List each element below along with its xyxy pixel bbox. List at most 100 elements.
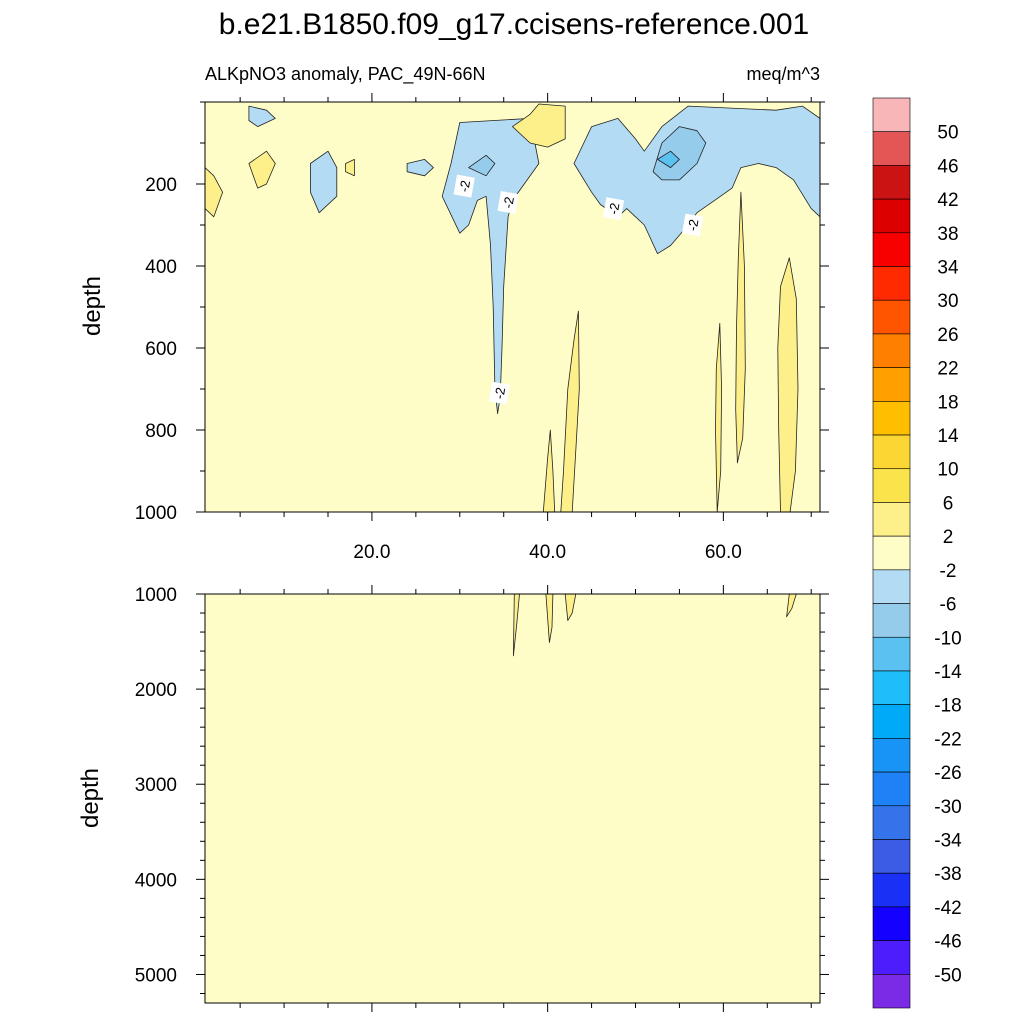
contour-label-box: [682, 213, 704, 237]
colorbar-label: -34: [934, 830, 962, 851]
colorbar-swatch: [872, 367, 911, 402]
colorbar-label: 46: [937, 156, 958, 177]
y-tick-label: 2000: [135, 680, 177, 701]
contour-region: [205, 167, 224, 218]
colorbar-swatch: [872, 738, 911, 773]
colorbar-label: 14: [937, 426, 959, 447]
top-panel-subtitle: ALKpNO3 anomaly, PAC_49N-66N: [205, 64, 485, 85]
x-tick-label: 40.0: [529, 542, 566, 563]
colorbar-swatch: [872, 670, 911, 705]
colorbar-swatch: [872, 906, 911, 941]
contour-region: [513, 594, 520, 657]
colorbar-label: 50: [937, 123, 958, 144]
top-panel-y-axis-label: depth: [79, 276, 106, 336]
top-panel-units: meq/m^3: [747, 64, 820, 84]
colorbar-label: -14: [934, 662, 962, 683]
colorbar-label: 34: [937, 258, 959, 279]
colorbar-swatch: [872, 636, 911, 672]
contour-region: [309, 150, 338, 214]
colorbar-label: -30: [934, 797, 961, 818]
contour-region: [345, 158, 355, 177]
contour-region: [786, 594, 797, 618]
figure-title: b.e21.B1850.f09_g17.ccisens-reference.00…: [219, 8, 809, 41]
colorbar-swatch: [872, 502, 911, 537]
contour-label: -2: [497, 191, 519, 214]
contour-region: [573, 105, 820, 255]
colorbar-swatch: [872, 468, 911, 503]
contour-label-box: [602, 197, 625, 221]
contour-label: -2: [602, 197, 625, 221]
colorbar-swatch: [872, 872, 911, 908]
colorbar-swatch: [872, 165, 911, 200]
contour-region: [777, 257, 799, 512]
bottom-plot-area: 1000 2000 3000 4000 5000: [135, 585, 829, 1012]
colorbar-label: 38: [937, 224, 958, 245]
contour-label: -2: [488, 381, 510, 405]
colorbar-label: 30: [937, 291, 958, 312]
colorbar-swatch: [872, 232, 911, 267]
background-fill: [205, 594, 820, 1003]
bottom-contour-panel: depth 1000 2000 3000 4000 5000: [77, 585, 829, 1012]
colorbar-swatch: [872, 198, 911, 234]
contour-label: -2: [682, 213, 704, 237]
contour-label-text: -2: [685, 218, 702, 232]
top-plot-area: -2 -2 -2 -2 -2 20.0 40.0 60.0 200 400 600 800 1000: [135, 93, 829, 563]
colorbar-swatch: [872, 131, 911, 166]
contour-label-text: -2: [500, 196, 517, 210]
bottom-panel-y-axis-label: depth: [77, 768, 104, 828]
contour-label: -2: [453, 174, 475, 198]
contour-region: [406, 158, 434, 177]
y-tick-label: 800: [145, 421, 177, 442]
colorbar-label: -46: [934, 932, 961, 953]
y-tick-label: 600: [145, 339, 177, 360]
colorbar-swatch: [872, 434, 911, 470]
contour-fills: [205, 594, 820, 1003]
colorbar-swatch: [872, 401, 911, 436]
contour-region: [715, 322, 722, 512]
x-tick-label: 20.0: [353, 542, 390, 563]
colorbar-swatch: [872, 771, 911, 807]
colorbar-swatch: [872, 333, 911, 368]
colorbar-swatch: [872, 535, 911, 571]
colorbar-label: 42: [937, 190, 958, 211]
colorbar-swatch: [872, 805, 911, 840]
top-contour-panel: ALKpNO3 anomaly, PAC_49N-66N meq/m^3 dep…: [79, 64, 829, 563]
colorbar-label: -2: [940, 561, 957, 582]
contour-region: [652, 126, 707, 181]
contour-region: [248, 105, 276, 127]
contour-label-text: -2: [606, 202, 623, 216]
contour-region: [545, 594, 554, 643]
contour-label-box: [488, 381, 510, 405]
colorbar-label: 18: [937, 392, 958, 413]
contour-region: [468, 154, 496, 177]
contour-label-box: [453, 174, 475, 198]
contour-label-box: [497, 191, 519, 214]
y-tick-label: 5000: [135, 965, 177, 986]
contour-region: [542, 429, 556, 512]
colorbar-label: -26: [934, 763, 961, 784]
colorbar-swatch: [872, 839, 911, 874]
x-tick-label: 60.0: [705, 542, 742, 563]
colorbar-label: 2: [943, 527, 954, 548]
colorbar-label: -50: [934, 965, 961, 986]
colorbar-label: -10: [934, 628, 961, 649]
y-tick-label: 200: [145, 175, 177, 196]
colorbar-label: -38: [934, 864, 961, 885]
contour-fills: -2 -2 -2 -2 -2: [205, 102, 820, 512]
colorbar-swatch: [872, 973, 911, 1009]
contour-region: [512, 103, 566, 148]
colorbar-label: 22: [937, 359, 958, 380]
contour-region: [735, 191, 746, 464]
colorbar-swatch: [872, 299, 911, 335]
y-tick-label: 400: [145, 257, 177, 278]
colorbar-swatch: [872, 704, 911, 739]
colorbar-label: 10: [937, 460, 958, 481]
contour-region: [560, 310, 580, 512]
plot-frame: [204, 593, 821, 1004]
colorbar-swatch: [872, 266, 911, 301]
colorbar-label: -22: [934, 729, 961, 750]
colorbar: 50 46 42 38 34 30 26 22 18 14 10 6 2 -2 -6 -10 -14 -18 -22…: [872, 97, 962, 1009]
y-tick-label: 3000: [135, 775, 177, 796]
colorbar-label: -42: [934, 898, 961, 919]
